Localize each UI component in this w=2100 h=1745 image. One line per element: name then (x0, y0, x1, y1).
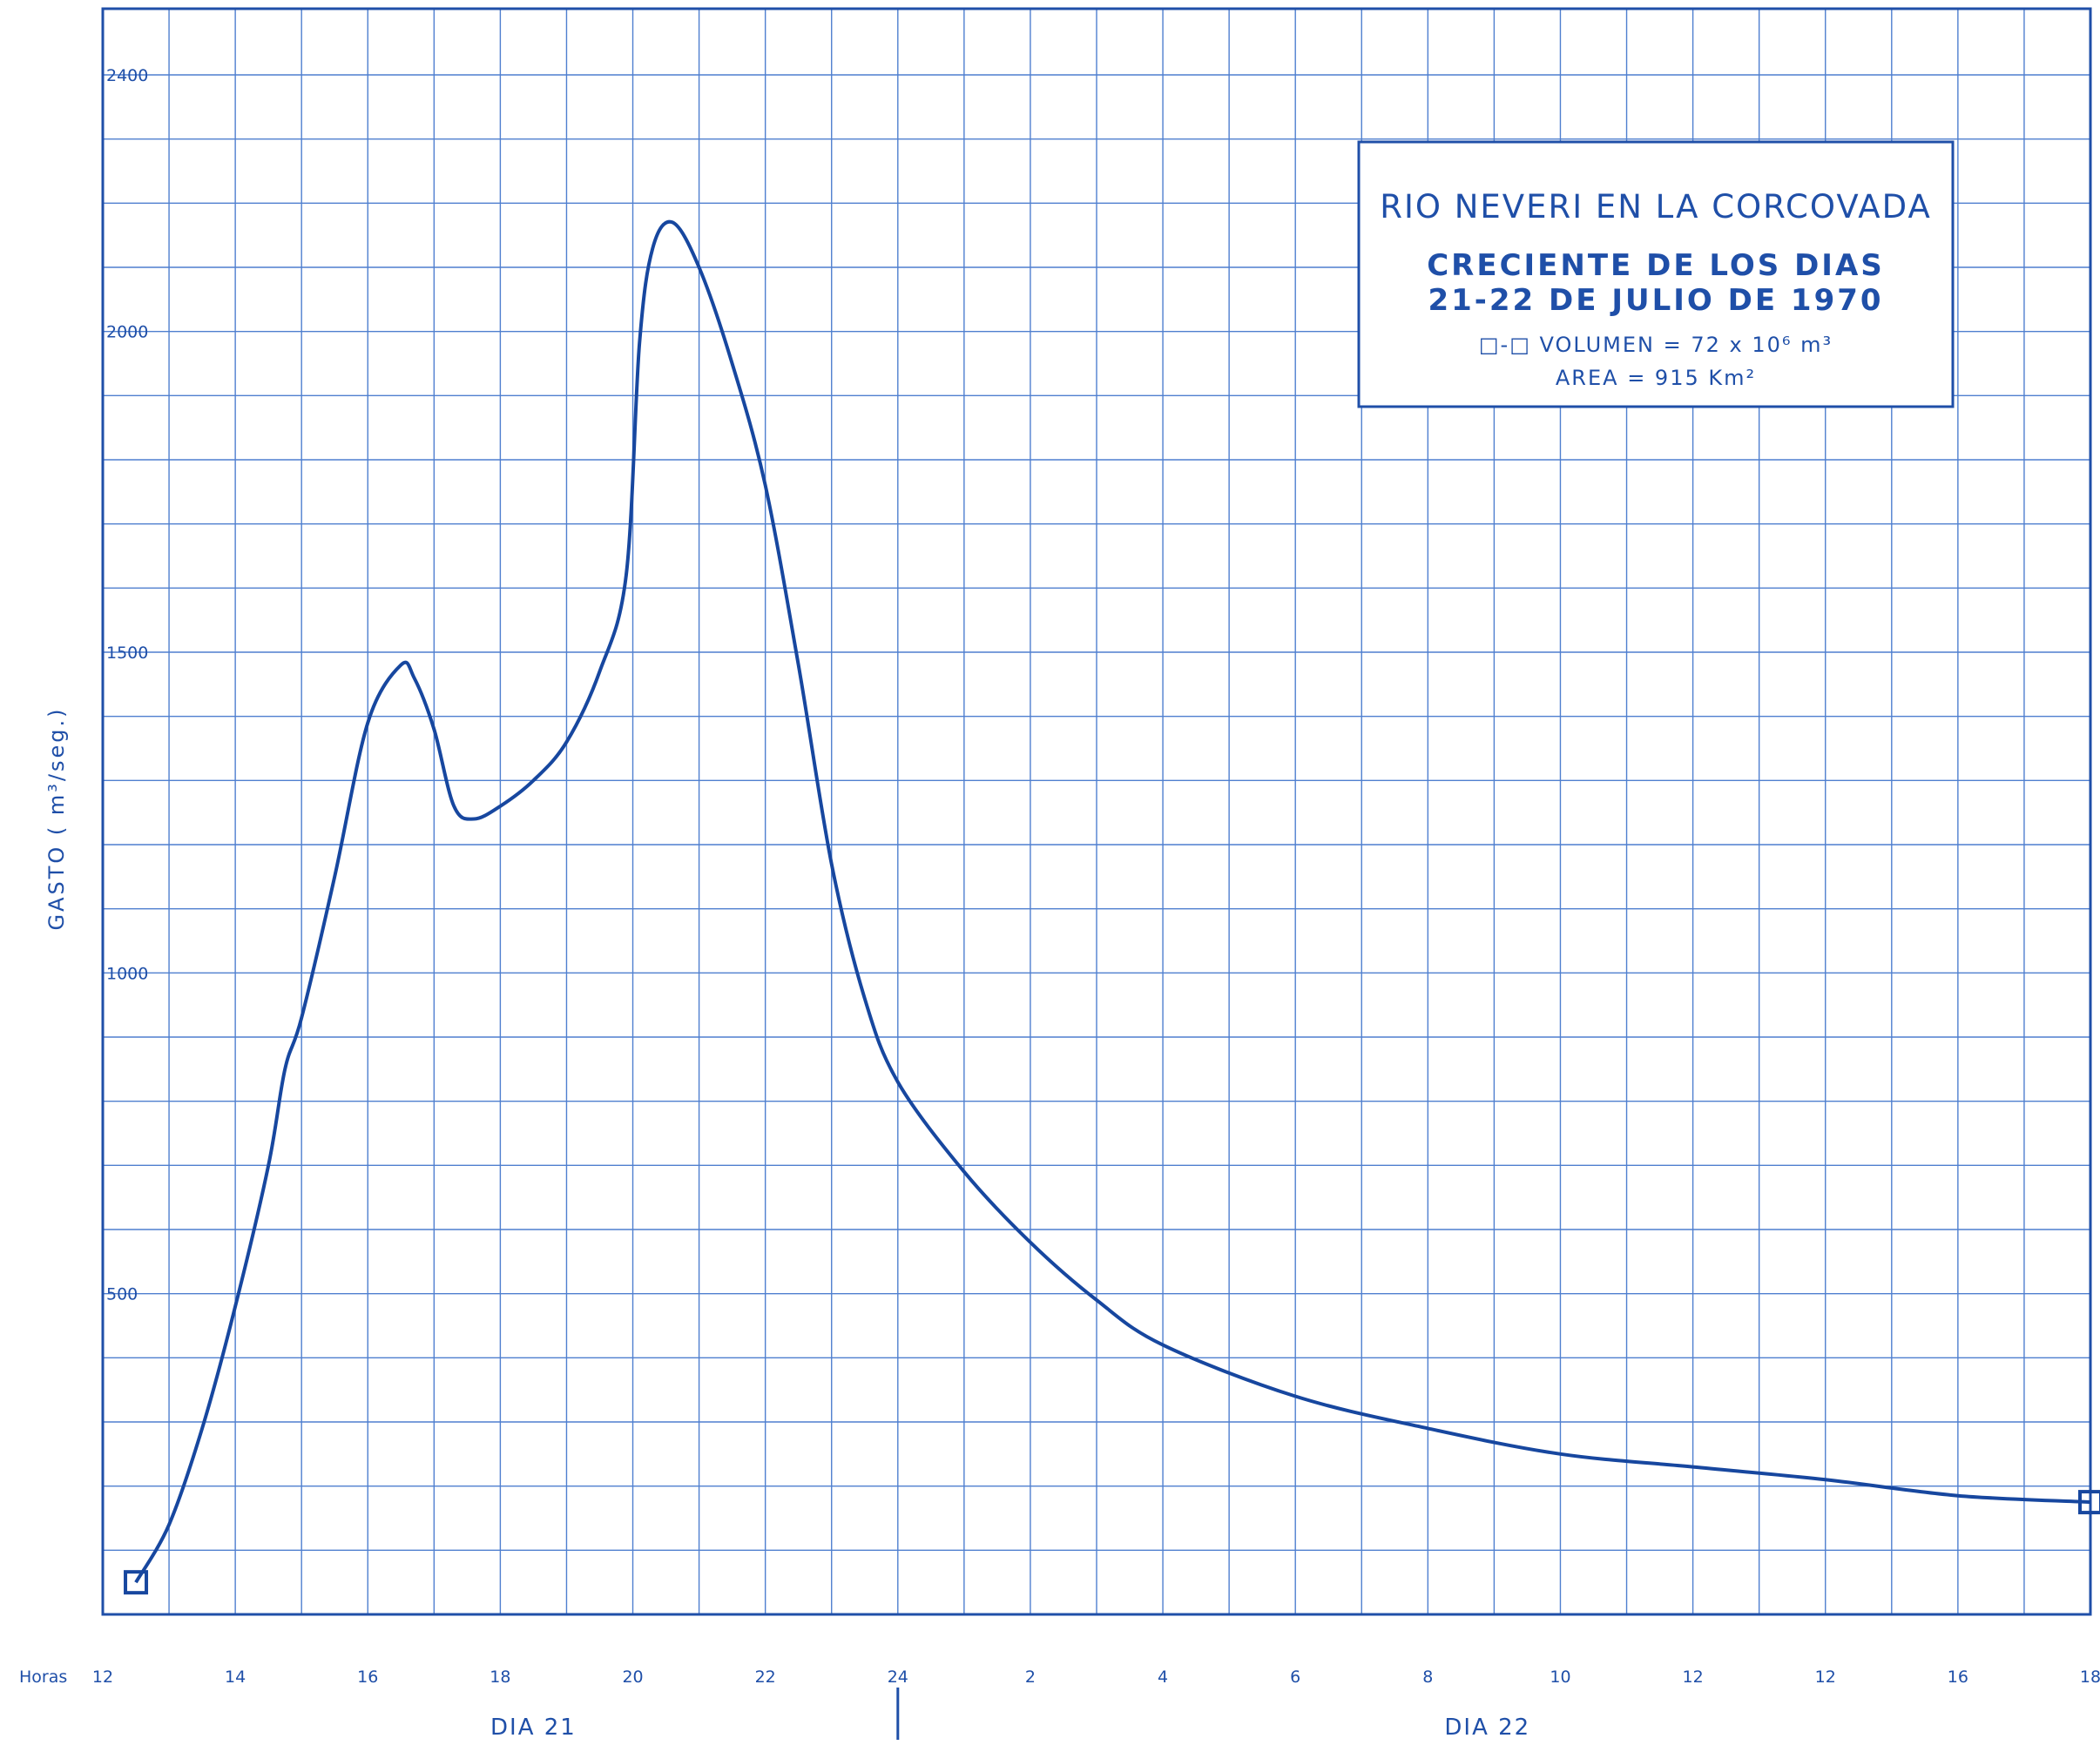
plot-frame (101, 7, 2092, 1616)
x-tick-label: 14 (225, 1668, 246, 1687)
x-tick-label: 16 (357, 1668, 378, 1687)
x-tick-label: 16 (1948, 1668, 1968, 1687)
x-tick-label: 4 (1158, 1668, 1168, 1687)
title-box: RIO NEVERI EN LA CORCOVADA CRECIENTE DE … (1357, 140, 1955, 408)
x-tick-label: 2 (1025, 1668, 1036, 1687)
x-tick-label: 12 (92, 1668, 113, 1687)
discharge-curve (134, 219, 2091, 1584)
day-label: DIA 22 (1444, 1715, 1530, 1741)
x-tick-labels: 12 14 16 18 20 22 24 2 4 6 8 10 12 12 16 18 (92, 1668, 2100, 1687)
y-tick-label: 500 (106, 1285, 138, 1304)
grid (102, 9, 2091, 1614)
x-tick-label: 6 (1290, 1668, 1300, 1687)
endpoint-markers (124, 1490, 2100, 1595)
day-labels: DIA 21 DIA 22 (490, 1715, 1530, 1741)
area-note: AREA = 915 Km² (1556, 366, 1756, 390)
y-tick-label: 1500 (106, 643, 148, 663)
y-tick-label: 1000 (106, 964, 148, 983)
endpoint-marker (2078, 1490, 2100, 1515)
x-tick-label: 8 (1422, 1668, 1433, 1687)
day-label: DIA 21 (490, 1715, 577, 1741)
y-tick-labels: 500 1000 1500 2000 2400 (106, 66, 148, 1304)
chart-subtitle-2: 21-22 DE JULIO DE 1970 (1428, 283, 1883, 318)
x-tick-label: 20 (622, 1668, 643, 1687)
chart-subtitle-1: CRECIENTE DE LOS DIAS (1427, 248, 1885, 283)
x-tick-label: 10 (1550, 1668, 1570, 1687)
x-tick-label: 22 (755, 1668, 776, 1687)
y-axis-label: GASTO ( m³/seg.) (44, 706, 69, 930)
endpoint-marker (124, 1570, 149, 1595)
y-tick-label: 2400 (106, 66, 148, 85)
title-box-frame (1357, 140, 1955, 408)
x-tick-label: 18 (2080, 1668, 2100, 1687)
x-tick-label: 12 (1683, 1668, 1704, 1687)
volume-note: □-□ VOLUMEN = 72 x 10⁶ m³ (1479, 333, 1833, 357)
chart-title: RIO NEVERI EN LA CORCOVADA (1380, 188, 1932, 226)
x-axis-label: Horas (19, 1668, 67, 1687)
x-tick-label: 18 (490, 1668, 510, 1687)
x-tick-label: 24 (888, 1668, 908, 1687)
y-tick-label: 2000 (106, 323, 148, 342)
x-tick-label: 12 (1815, 1668, 1836, 1687)
